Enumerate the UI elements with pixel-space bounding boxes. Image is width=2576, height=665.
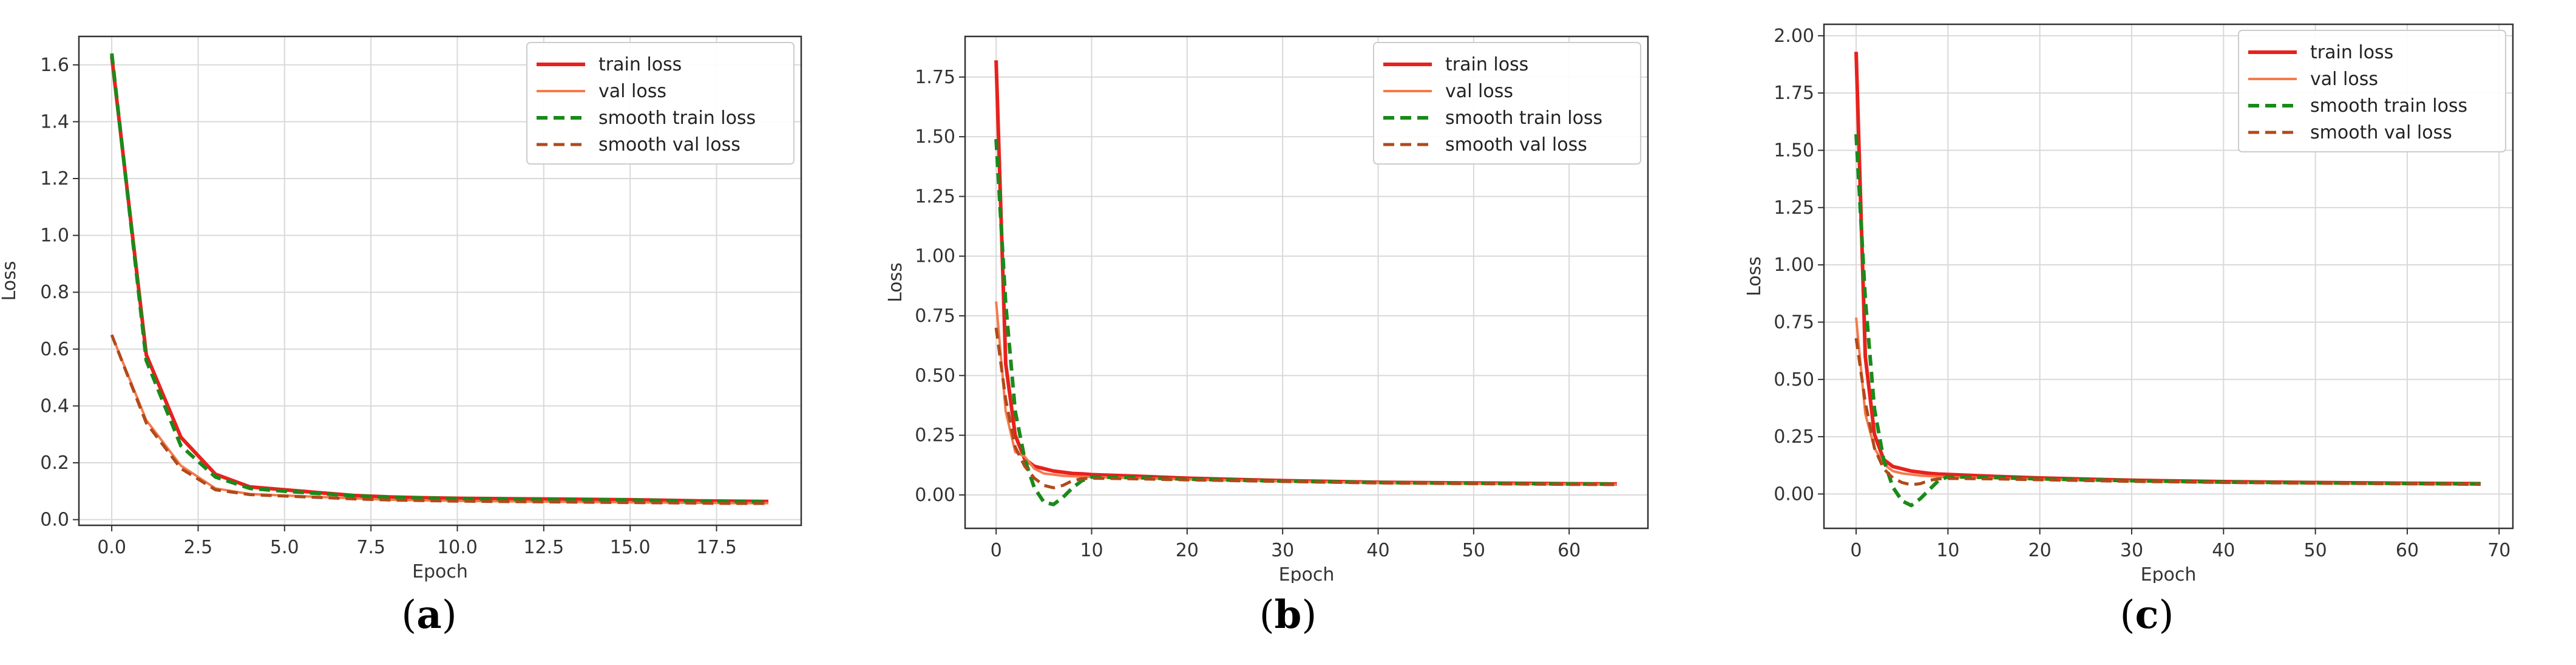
series-line-2 (995, 301, 1617, 486)
x-tick-label: 0.0 (97, 537, 126, 558)
y-tick-label: 1.0 (40, 225, 69, 247)
y-tick-label: 0.8 (40, 282, 69, 303)
series-line-4 (110, 334, 768, 505)
y-tick-label: 0.00 (1774, 483, 1814, 505)
chart-panel-a: 0.0 2.5 5.0 7.5 10.0 12.5 15.0 17.5 0.0 0.2 0.4 0.6… (0, 0, 858, 665)
y-tick-label: 1.50 (1774, 140, 1814, 162)
x-tick-label: 30 (2120, 540, 2143, 561)
legend-label-1: train loss (598, 54, 682, 75)
loss-chart-c: 0 10 20 30 40 50 60 70 0.00 0.25 0.50 0.75 1.00 1.25 1… (1744, 23, 2514, 583)
panel-caption-c: (c) (2120, 592, 2174, 638)
legend-label-1: train loss (1445, 54, 1528, 75)
panel-caption-b: (b) (1259, 592, 1317, 638)
plot-frame (964, 35, 1649, 530)
y-tick-label: 0.4 (40, 395, 69, 417)
legend-label-3: smooth train loss (2310, 95, 2467, 117)
series-line-4 (994, 327, 1617, 489)
panel-caption-a: (a) (401, 592, 457, 638)
series-line-3 (994, 138, 1617, 506)
y-axis-label: Loss (0, 261, 20, 301)
legend-label-3: smooth train loss (1445, 107, 1602, 129)
legend-label-4: smooth val loss (1445, 134, 1587, 155)
x-tick-label: 40 (2212, 540, 2235, 561)
loss-chart-b: 0 10 20 30 40 50 60 0.00 0.25 0.50 0.75 1.00 1.25 1.5… (885, 35, 1649, 583)
series-line-3 (110, 53, 768, 504)
y-tick-label: 0.25 (1774, 426, 1814, 448)
x-tick-label: 10 (1080, 540, 1103, 561)
plot-frame (1823, 23, 2514, 530)
x-axis-label: Epoch (1279, 564, 1335, 583)
x-tick-label: 20 (2029, 540, 2052, 561)
y-axis-label: Loss (1744, 256, 1765, 296)
y-tick-label: 0.75 (915, 305, 955, 327)
x-tick-label: 60 (1557, 540, 1581, 561)
x-tick-label: 70 (2487, 540, 2510, 561)
y-tick-label: 1.2 (40, 168, 69, 189)
x-tick-label: 50 (2304, 540, 2327, 561)
series-line-3 (1854, 134, 2481, 508)
x-tick-label: 20 (1176, 540, 1199, 561)
x-axis-label: Epoch (412, 561, 468, 582)
series-line-4 (1854, 338, 2481, 486)
legend-label-3: smooth train loss (598, 107, 756, 129)
y-axis-label: Loss (885, 262, 906, 302)
y-tick-label: 0.50 (915, 365, 955, 386)
x-tick-label: 2.5 (184, 537, 213, 558)
y-tick-label: 1.00 (915, 246, 955, 267)
x-tick-label: 50 (1462, 540, 1485, 561)
x-tick-label: 12.5 (523, 537, 564, 558)
y-tick-label: 1.25 (1774, 197, 1814, 219)
y-tick-label: 2.00 (1774, 26, 1814, 47)
x-tick-label: 30 (1271, 540, 1294, 561)
legend-label-2: val loss (1445, 81, 1513, 102)
y-tick-label: 0.25 (915, 425, 955, 446)
series-line-2 (110, 334, 768, 505)
legend-box (2238, 30, 2506, 152)
y-tick-label: 0.75 (1774, 312, 1814, 333)
y-tick-label: 0.0 (40, 510, 69, 531)
x-tick-label: 10 (1936, 540, 1959, 561)
series-line-2 (1855, 317, 2481, 486)
x-tick-label: 60 (2396, 540, 2419, 561)
legend-box (526, 42, 795, 165)
legend-label-1: train loss (2310, 42, 2393, 63)
y-tick-label: 1.4 (40, 111, 69, 132)
y-tick-label: 0.2 (40, 452, 69, 474)
legend-label-2: val loss (598, 81, 666, 102)
x-tick-label: 7.5 (356, 537, 385, 558)
legend-label-4: smooth val loss (598, 134, 741, 155)
plot-frame (78, 35, 802, 527)
x-axis-label: Epoch (2141, 564, 2197, 583)
loss-chart-a: 0.0 2.5 5.0 7.5 10.0 12.5 15.0 17.5 0.0 0.2 0.4 0.6… (0, 35, 802, 582)
y-tick-label: 1.75 (915, 67, 955, 88)
y-tick-label: 1.25 (915, 186, 955, 207)
x-tick-label: 17.5 (696, 537, 737, 558)
x-tick-label: 10.0 (437, 537, 478, 558)
legend-label-4: smooth val loss (2310, 122, 2452, 143)
y-tick-label: 0.6 (40, 339, 69, 360)
x-tick-label: 40 (1366, 540, 1389, 561)
x-tick-label: 0 (1850, 540, 1862, 561)
x-tick-label: 5.0 (270, 537, 299, 558)
x-tick-label: 15.0 (610, 537, 651, 558)
y-tick-label: 1.6 (40, 55, 69, 76)
y-tick-label: 1.75 (1774, 83, 1814, 104)
y-tick-label: 1.50 (915, 126, 955, 148)
y-tick-label: 1.00 (1774, 254, 1814, 276)
chart-panel-c: 0 10 20 30 40 50 60 70 0.00 0.25 0.50 0.75 1.00 1.25 1… (1718, 0, 2576, 665)
chart-panel-b: 0 10 20 30 40 50 60 0.00 0.25 0.50 0.75 1.00 1.25 1.5… (859, 0, 1717, 665)
legend-label-2: val loss (2310, 69, 2378, 90)
x-tick-label: 0 (991, 540, 1002, 561)
legend-box (1373, 42, 1641, 165)
y-tick-label: 0.00 (915, 485, 955, 506)
y-tick-label: 0.50 (1774, 369, 1814, 390)
